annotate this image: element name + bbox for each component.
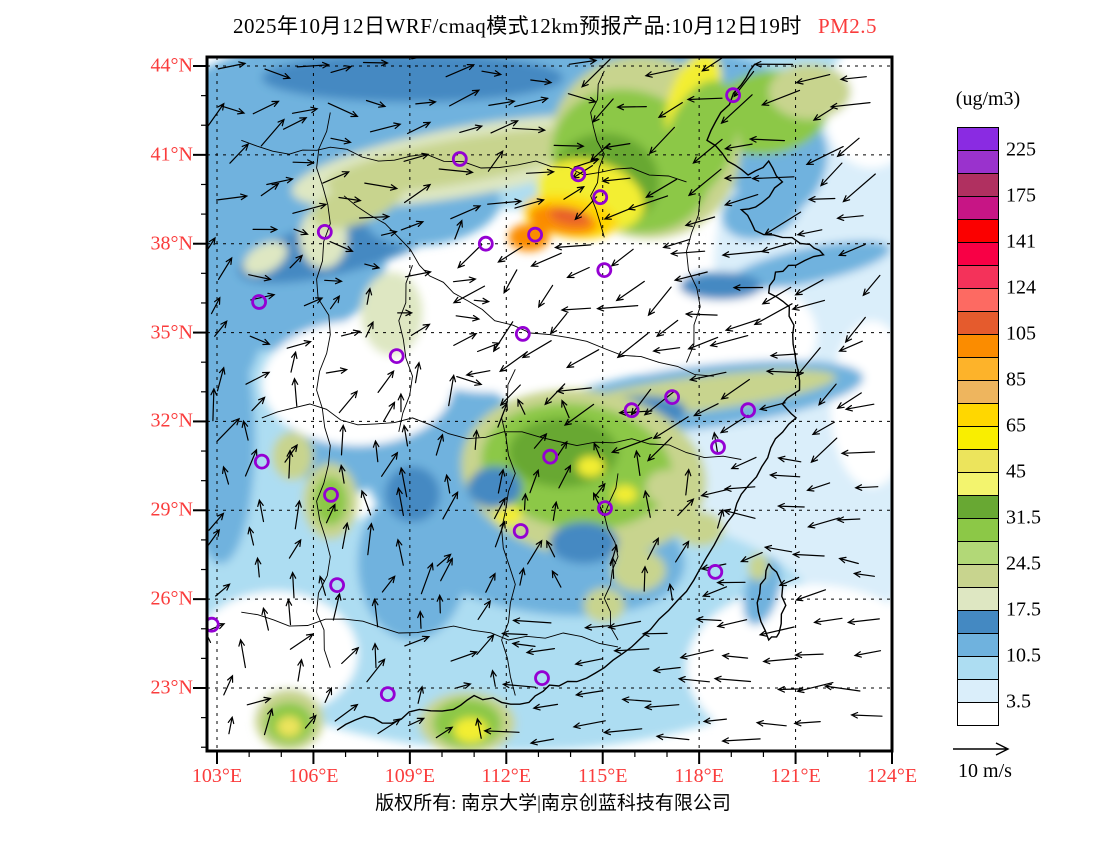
city-marker xyxy=(740,402,756,419)
city-marker xyxy=(388,348,405,365)
title-text: 2025年10月12日WRF/cmaq模式12km预报产品:10月12日19时 xyxy=(232,14,802,38)
city-marker xyxy=(542,448,559,465)
wind-scale-label: 10 m/s xyxy=(958,760,1012,782)
wind-vectors xyxy=(207,57,883,746)
city-marker xyxy=(597,500,613,517)
map-frame xyxy=(205,55,894,753)
lat-tick-label: 29°N xyxy=(150,498,193,521)
city-marker xyxy=(323,486,339,503)
lon-tick-label: 109°E xyxy=(384,765,435,787)
axis-ticks xyxy=(193,65,894,764)
city-marker xyxy=(570,166,587,183)
city-marker xyxy=(477,235,494,252)
lat-tick-label: 23°N xyxy=(150,676,193,699)
lat-tick-label: 26°N xyxy=(150,587,193,610)
city-marker xyxy=(707,564,724,580)
city-markers xyxy=(207,87,756,702)
city-marker xyxy=(316,223,333,240)
lon-tick-label: 121°E xyxy=(770,765,821,787)
city-marker xyxy=(379,686,396,702)
city-marker xyxy=(710,439,726,455)
city-marker xyxy=(664,389,680,406)
lon-tick-label: 124°E xyxy=(866,765,918,787)
lon-tick-label: 118°E xyxy=(674,765,724,787)
lon-tick-label: 103°E xyxy=(191,765,243,787)
copyright-text: 版权所有: 南京大学|南京创蓝科技有限公司 xyxy=(375,793,731,814)
lat-tick-label: 44°N xyxy=(150,54,193,77)
lat-tick-label: 38°N xyxy=(150,232,193,255)
title-pollutant-tag: PM2.5 xyxy=(817,14,878,38)
city-marker xyxy=(512,523,529,539)
city-marker xyxy=(596,262,613,279)
lon-tick-label: 112°E xyxy=(481,765,532,787)
coastline xyxy=(336,63,825,731)
city-marker xyxy=(253,453,270,470)
lat-tick-label: 35°N xyxy=(150,321,193,344)
page-title: 2025年10月12日WRF/cmaq模式12km预报产品:10月12日19时 P… xyxy=(233,10,877,40)
lon-tick-label: 115°E xyxy=(577,765,628,787)
city-marker xyxy=(207,616,220,633)
wind-scale-arrow-icon xyxy=(953,742,1010,756)
lat-tick-label: 32°N xyxy=(150,409,193,432)
pm25-field xyxy=(207,57,892,751)
lat-tick-label: 41°N xyxy=(150,143,193,166)
city-marker xyxy=(514,325,531,342)
city-marker xyxy=(623,402,640,419)
city-marker xyxy=(451,151,468,167)
city-marker xyxy=(534,670,550,686)
city-marker xyxy=(329,577,346,593)
city-marker xyxy=(527,226,543,243)
lon-tick-label: 106°E xyxy=(288,765,339,787)
city-marker xyxy=(725,87,741,104)
city-marker xyxy=(251,294,268,310)
city-marker xyxy=(592,189,609,206)
graticule xyxy=(207,57,892,751)
